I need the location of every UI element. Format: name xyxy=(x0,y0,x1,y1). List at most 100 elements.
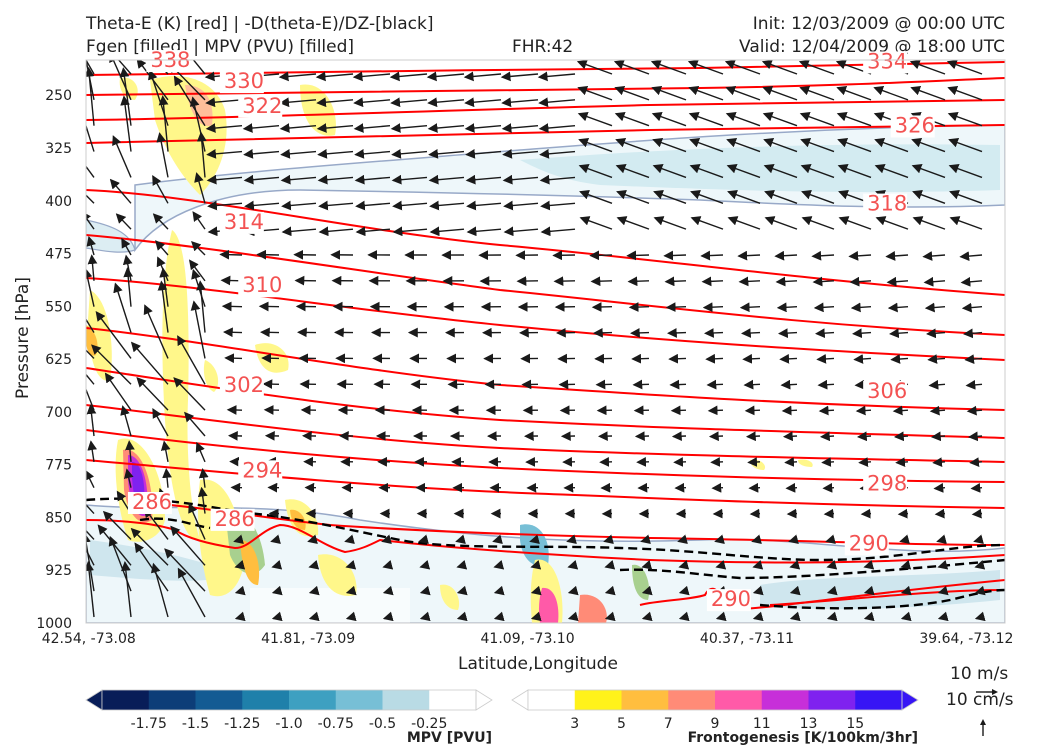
wind-vector xyxy=(863,611,875,622)
wind-vector xyxy=(456,585,468,596)
wind-vector xyxy=(529,534,540,544)
wind-vector xyxy=(817,379,835,390)
theta-e-label-bg xyxy=(238,275,283,298)
wind-vector xyxy=(690,190,724,204)
wind-vector xyxy=(194,172,206,204)
theta-e-label-bg xyxy=(863,51,908,74)
wind-vector xyxy=(744,405,761,416)
wind-vector xyxy=(604,585,616,596)
wind-vector xyxy=(188,502,206,540)
wind-vector xyxy=(207,200,243,211)
wind-vector xyxy=(317,174,354,185)
wind-vector xyxy=(789,611,801,622)
colorbar-tick-label: -1.5 xyxy=(182,716,209,732)
wind-vector xyxy=(87,254,98,281)
wind-vector xyxy=(897,508,909,519)
wind-vector xyxy=(86,469,95,489)
wind-vector xyxy=(354,148,391,159)
wind-vector xyxy=(382,560,394,570)
wind-vector xyxy=(762,85,798,101)
wind-vector xyxy=(965,379,983,390)
wind-vector xyxy=(590,276,613,287)
wind-vector xyxy=(782,431,798,442)
quiver-key-vertical-label: 10 cm/s xyxy=(946,690,1014,710)
wind-vector xyxy=(234,611,246,622)
wind-vector xyxy=(206,174,243,185)
x-tick-label: 41.81, -73.09 xyxy=(261,631,355,647)
wind-vector xyxy=(464,97,502,108)
colorbar-frame xyxy=(101,689,477,711)
wind-vector xyxy=(959,251,983,261)
wind-vector xyxy=(937,611,949,622)
wind-vector xyxy=(158,95,169,152)
wind-vector xyxy=(745,431,761,442)
wind-vector xyxy=(751,534,762,544)
wind-vector xyxy=(121,237,132,256)
wind-vector xyxy=(419,560,431,570)
wind-vector xyxy=(115,213,132,230)
x-tick-label: 41.09, -73.10 xyxy=(481,631,575,647)
wind-vector xyxy=(947,111,983,127)
wind-vector xyxy=(271,585,283,596)
wind-vector xyxy=(177,567,206,618)
theta-e-label-bg xyxy=(219,71,264,94)
wind-vector xyxy=(778,328,798,338)
wind-vector xyxy=(281,226,317,237)
wind-vector xyxy=(885,251,909,261)
colorbar-tip-left xyxy=(85,689,103,711)
wind-vector xyxy=(973,534,984,544)
wind-vector xyxy=(652,164,687,179)
wind-vector xyxy=(615,164,650,179)
wind-vector xyxy=(177,335,206,385)
colorbar-tip-left xyxy=(511,689,529,711)
wind-vector xyxy=(616,190,650,204)
wind-vector xyxy=(271,560,283,570)
wind-vector xyxy=(752,611,764,622)
y-tick-label: 925 xyxy=(45,563,72,579)
mpv-lower-core-3 xyxy=(760,570,1000,610)
wind-vector xyxy=(86,404,97,437)
wind-vector xyxy=(850,302,872,313)
wind-vector xyxy=(900,560,912,570)
wind-vector xyxy=(934,508,946,519)
wind-vector xyxy=(280,174,317,185)
wind-vector xyxy=(892,405,909,416)
colorbar-tick-label: 11 xyxy=(753,716,771,732)
wind-vector xyxy=(967,431,983,442)
wind-vector xyxy=(162,467,172,488)
theta-e-label-bg xyxy=(706,589,751,612)
wind-vector xyxy=(465,174,502,185)
wind-vector xyxy=(198,468,209,488)
wind-vector xyxy=(503,226,539,237)
wind-vector xyxy=(890,354,909,364)
wind-vector xyxy=(308,560,320,570)
wind-vector xyxy=(539,174,576,185)
colorbar-frame xyxy=(527,689,903,711)
wind-vector xyxy=(653,190,687,204)
wind-vector xyxy=(456,611,468,622)
wind-vector xyxy=(752,560,764,570)
wind-vector xyxy=(966,405,983,416)
wind-vector xyxy=(86,66,95,126)
wind-vector xyxy=(95,311,132,359)
wind-vector xyxy=(537,71,576,82)
quiver-key-horizontal-label: 10 m/s xyxy=(950,664,1009,684)
colorbar-tick-label: -1.25 xyxy=(224,716,260,732)
wind-vector xyxy=(739,302,761,313)
theta-e-label: 290 xyxy=(849,532,889,556)
wind-vector xyxy=(615,138,650,153)
wind-vector xyxy=(86,194,95,204)
colorbar-tick-label: 9 xyxy=(711,716,720,732)
wind-vector xyxy=(113,282,132,333)
wind-vector xyxy=(130,341,169,385)
wind-vector xyxy=(678,611,690,622)
wind-vector xyxy=(577,111,613,127)
wind-vector xyxy=(799,111,835,127)
colorbar-segment xyxy=(102,690,150,710)
wind-vector xyxy=(353,97,391,108)
colorbar-tick-label: -0.5 xyxy=(369,716,396,732)
wind-vector xyxy=(727,190,761,204)
wind-vector xyxy=(687,60,724,75)
colorbar-segment xyxy=(528,690,576,710)
wind-vector xyxy=(946,60,983,75)
